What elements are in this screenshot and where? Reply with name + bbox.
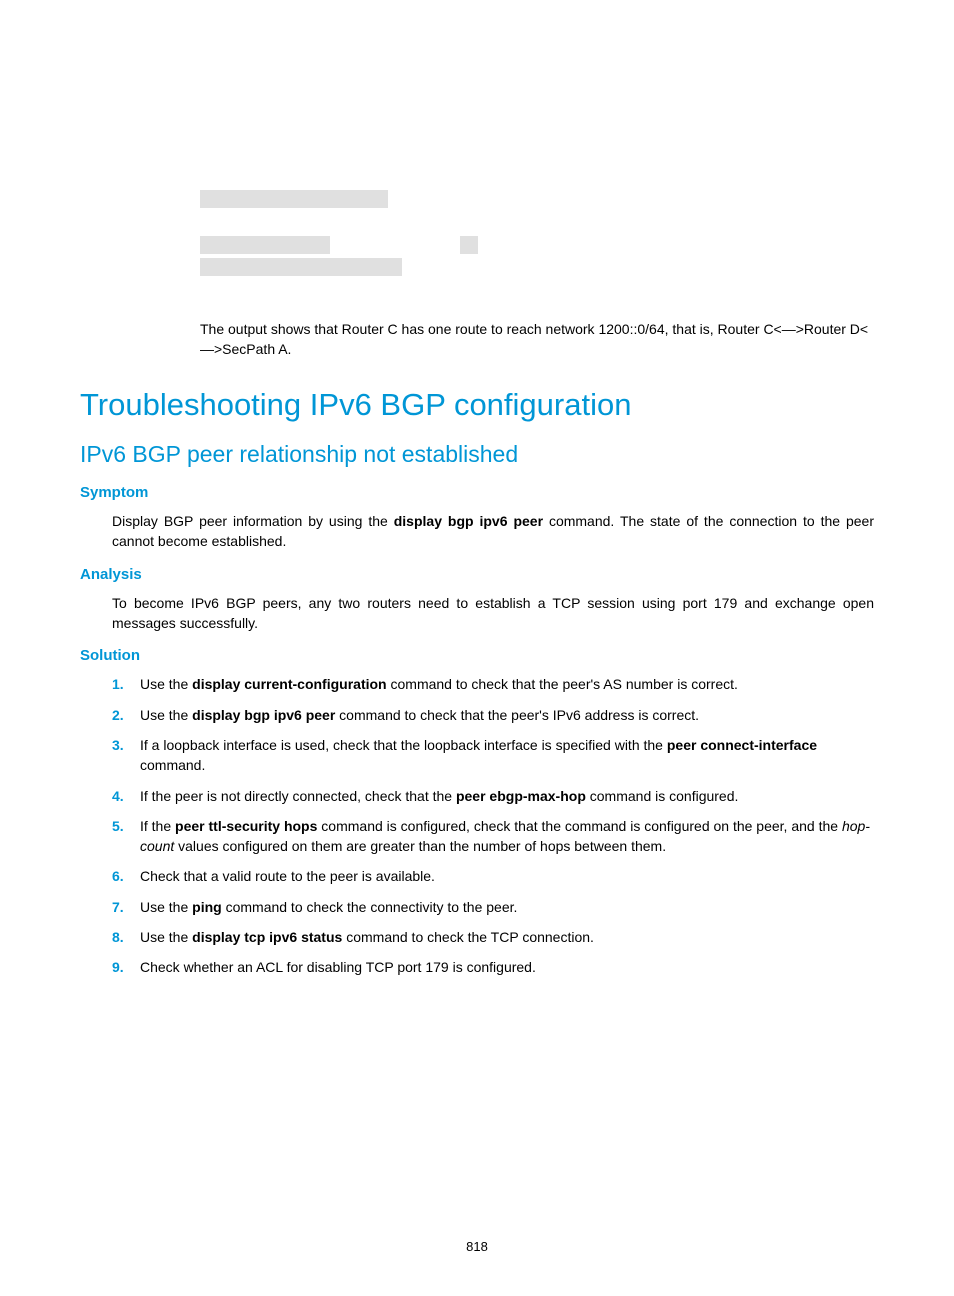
text-run: If a loopback interface is used, check t… [140,737,667,753]
step-number: 5. [112,816,124,836]
text-run: command is configured, check that the co… [317,818,842,834]
symptom-heading: Symptom [80,484,874,501]
step-number: 7. [112,897,124,917]
step-number: 6. [112,866,124,886]
step-number: 4. [112,786,124,806]
text-run: Use the [140,929,192,945]
command-name: display bgp ipv6 peer [192,707,335,723]
command-name: peer connect-interface [667,737,817,753]
text-run: command to check the TCP connection. [342,929,594,945]
step-number: 8. [112,927,124,947]
step-item: 1. Use the display current-configuration… [112,674,874,694]
redaction-block [200,258,402,276]
step-number: 1. [112,674,124,694]
solution-steps: 1. Use the display current-configuration… [112,674,874,977]
solution-heading: Solution [80,647,874,664]
step-item: 8. Use the display tcp ipv6 status comma… [112,927,874,947]
step-item: 9. Check whether an ACL for disabling TC… [112,957,874,977]
step-number: 2. [112,705,124,725]
step-item: 4. If the peer is not directly connected… [112,786,874,806]
page-number: 818 [0,1239,954,1254]
text-run: command to check the connectivity to the… [222,899,518,915]
command-name: peer ebgp-max-hop [456,788,586,804]
step-number: 3. [112,735,124,755]
step-item: 6. Check that a valid route to the peer … [112,866,874,886]
text-run: Use the [140,676,192,692]
section-title: IPv6 BGP peer relationship not establish… [80,441,874,468]
symptom-text: Display BGP peer information by using th… [112,511,874,552]
command-name: display tcp ipv6 status [192,929,342,945]
command-name: peer ttl-security hops [175,818,317,834]
intro-paragraph: The output shows that Router C has one r… [200,320,874,359]
text-run: values configured on them are greater th… [174,838,666,854]
text-run: Use the [140,707,192,723]
command-name: display bgp ipv6 peer [394,513,543,529]
text-run: If the peer is not directly connected, c… [140,788,456,804]
text-run: command to check that the peer's AS numb… [387,676,738,692]
step-number: 9. [112,957,124,977]
text-run: command to check that the peer's IPv6 ad… [335,707,699,723]
command-name: ping [192,899,222,915]
text-run: command is configured. [586,788,739,804]
step-item: 5. If the peer ttl-security hops command… [112,816,874,857]
redaction-block [200,190,388,208]
command-name: display current-configuration [192,676,386,692]
text-run: command. [140,757,205,773]
text-run: If the [140,818,175,834]
text-run: Use the [140,899,192,915]
analysis-text: To become IPv6 BGP peers, any two router… [112,593,874,634]
redaction-block [460,236,478,254]
step-item: 3. If a loopback interface is used, chec… [112,735,874,776]
page-title: Troubleshooting IPv6 BGP configuration [80,387,874,423]
redaction-block [200,236,330,254]
text-run: Display BGP peer information by using th… [112,513,394,529]
text-run: Check whether an ACL for disabling TCP p… [140,959,536,975]
step-item: 7. Use the ping command to check the con… [112,897,874,917]
text-run: Check that a valid route to the peer is … [140,868,435,884]
step-item: 2. Use the display bgp ipv6 peer command… [112,705,874,725]
analysis-heading: Analysis [80,566,874,583]
